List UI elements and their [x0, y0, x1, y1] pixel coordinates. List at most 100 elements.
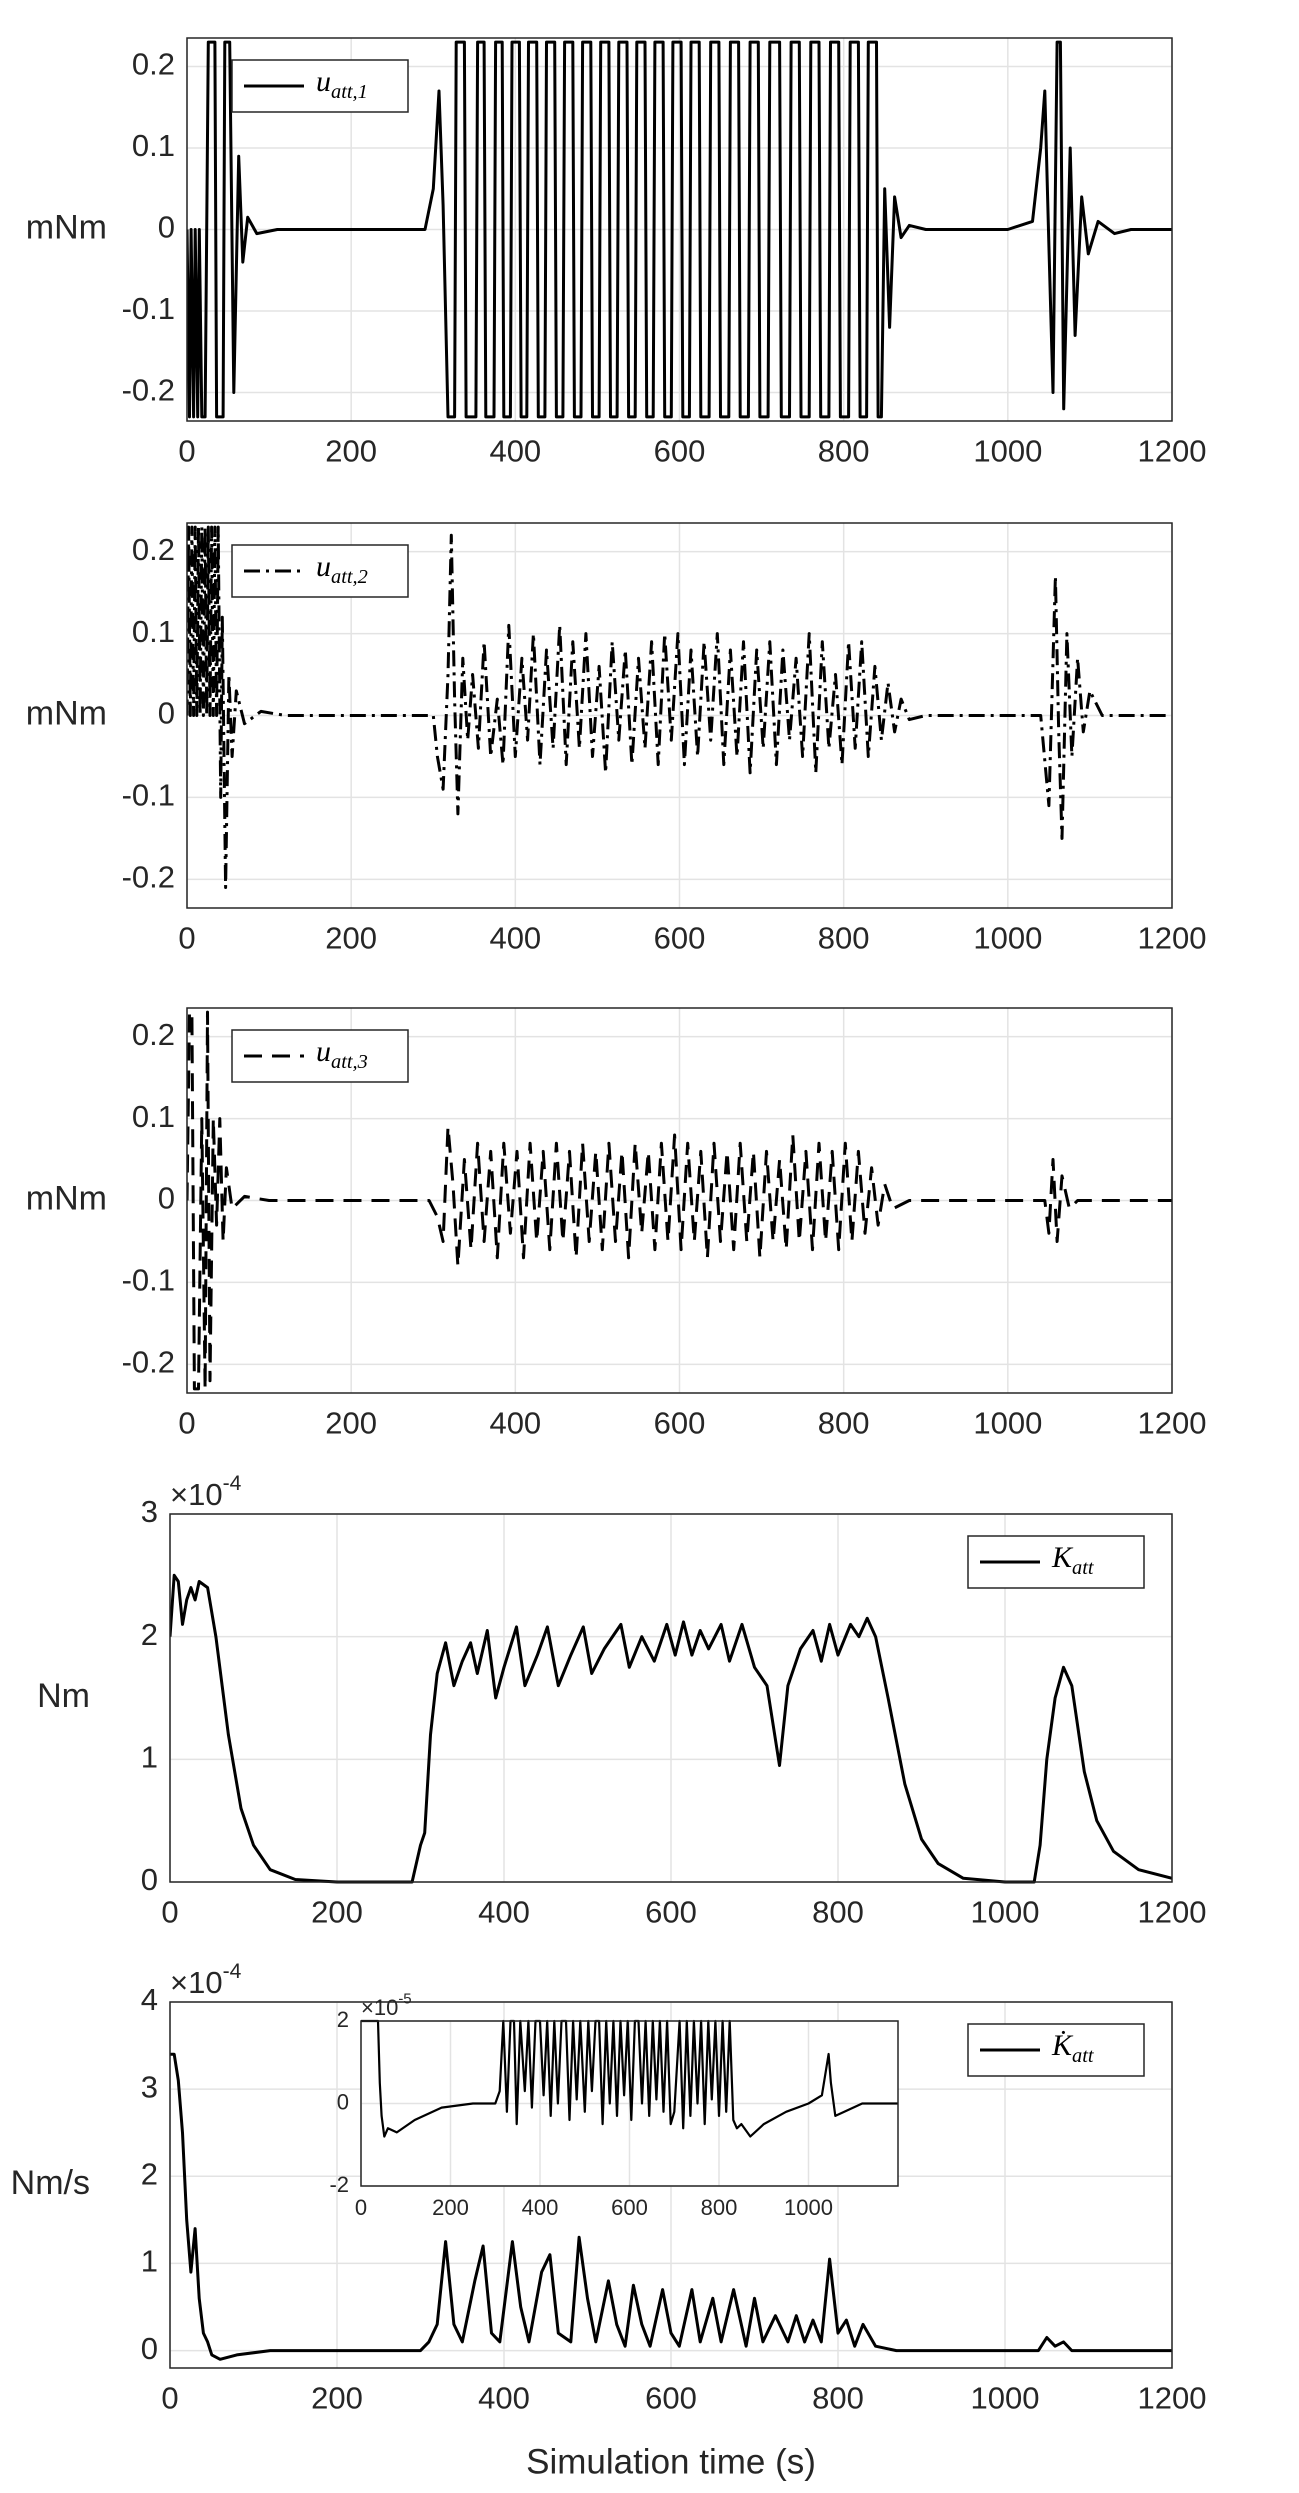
y-tick-label: -0.1 — [122, 778, 175, 813]
x-tick-label: 800 — [818, 434, 870, 469]
y-tick-label: -0.1 — [122, 291, 175, 326]
x-tick-label: 200 — [311, 2381, 363, 2416]
x-tick-label: 600 — [654, 921, 706, 956]
y-tick-label: 3 — [141, 2069, 158, 2104]
legend: uatt,2 — [231, 544, 409, 598]
x-tick-label: 800 — [818, 921, 870, 956]
series-line — [170, 1573, 1172, 1884]
series-line — [187, 40, 1172, 419]
y-tick-label: 1 — [141, 2244, 158, 2279]
panel: 0 1 2 3 0 200 400 600 800 1000 1200 Nm ×10-4 Katt — [37, 1471, 1206, 1929]
y-tick-label: 0 — [158, 1181, 175, 1216]
y-tick-label: -2 — [329, 2172, 349, 2197]
x-tick-label: 0 — [178, 1406, 195, 1441]
x-tick-label: 0 — [161, 1895, 178, 1930]
legend: uatt,3 — [231, 1029, 409, 1083]
axis-exponent: ×10-4 — [170, 1471, 242, 1512]
x-tick-label: 800 — [701, 2195, 738, 2220]
legend-label: uatt,2 — [316, 550, 368, 588]
x-tick-label: 1200 — [1138, 434, 1207, 469]
x-tick-label: 800 — [812, 1895, 864, 1930]
y-tick-label: 3 — [141, 1494, 158, 1529]
panel: -0.2 -0.1 0 0.1 0.2 0 200 400 600 800 1000 1200 mNm u… — [26, 522, 1207, 956]
x-tick-label: 400 — [478, 1895, 530, 1930]
x-tick-label: 1000 — [973, 921, 1042, 956]
legend-label: Katt — [1051, 1541, 1095, 1579]
y-tick-label: 2 — [337, 2007, 349, 2032]
x-tick-label: 800 — [818, 1406, 870, 1441]
x-tick-label: 200 — [325, 434, 377, 469]
y-tick-label: 0.1 — [132, 1099, 175, 1134]
x-tick-label: 400 — [478, 2381, 530, 2416]
x-axis-label: Simulation time (s) — [526, 2442, 816, 2481]
x-tick-label: 600 — [654, 1406, 706, 1441]
y-axis-label: mNm — [26, 1179, 107, 1217]
x-tick-label: 600 — [645, 2381, 697, 2416]
x-tick-label: 400 — [489, 1406, 541, 1441]
axes-box — [186, 1007, 1173, 1394]
y-tick-label: 0.2 — [132, 47, 175, 82]
series-line — [170, 2052, 1172, 2361]
axis-exponent: ×10-5 — [361, 1991, 412, 2020]
x-tick-label: 0 — [355, 2195, 367, 2220]
y-tick-label: 0.2 — [132, 1017, 175, 1052]
legend-label: uatt,1 — [316, 65, 368, 103]
legend: K̇att — [967, 2023, 1145, 2077]
y-tick-label: -0.2 — [122, 860, 175, 895]
y-axis-label: mNm — [26, 694, 107, 732]
x-tick-label: 400 — [489, 434, 541, 469]
x-tick-label: 600 — [645, 1895, 697, 1930]
legend: uatt,1 — [231, 59, 409, 113]
y-tick-label: 0.2 — [132, 532, 175, 567]
y-tick-label: 2 — [141, 2156, 158, 2191]
y-axis-label: mNm — [26, 208, 107, 246]
x-tick-label: 0 — [178, 921, 195, 956]
y-tick-label: 0 — [158, 696, 175, 731]
x-tick-label: 1000 — [973, 434, 1042, 469]
y-tick-label: 2 — [141, 1617, 158, 1652]
y-tick-label: 0.1 — [132, 614, 175, 649]
axes-box — [186, 37, 1173, 422]
x-tick-label: 0 — [178, 434, 195, 469]
axes-box — [169, 2001, 1173, 2369]
y-tick-label: 4 — [141, 1982, 158, 2017]
y-tick-label: -0.2 — [122, 373, 175, 408]
x-tick-label: 0 — [161, 2381, 178, 2416]
panel: -0.2 -0.1 0 0.1 0.2 0 200 400 600 800 1000 1200 mNm u… — [26, 1007, 1206, 1441]
x-tick-label: 1000 — [971, 2381, 1040, 2416]
x-tick-label: 400 — [489, 921, 541, 956]
axes-box — [186, 522, 1173, 909]
x-tick-label: 200 — [432, 2195, 469, 2220]
y-tick-label: 0 — [141, 2331, 158, 2366]
y-axis-label: Nm — [37, 1677, 90, 1715]
x-tick-label: 1000 — [784, 2195, 833, 2220]
y-tick-label: -0.2 — [122, 1345, 175, 1380]
x-tick-label: 200 — [325, 1406, 377, 1441]
y-axis-label: Nm/s — [11, 2164, 90, 2202]
x-tick-label: 200 — [311, 1895, 363, 1930]
legend-box — [231, 544, 409, 598]
legend: Katt — [967, 1535, 1145, 1589]
x-tick-label: 400 — [522, 2195, 559, 2220]
series-line — [187, 525, 1172, 889]
legend-label: K̇att — [1051, 2029, 1095, 2067]
x-tick-label: 200 — [325, 921, 377, 956]
x-tick-label: 800 — [812, 2381, 864, 2416]
axis-exponent: ×10-4 — [170, 1959, 242, 2000]
y-tick-label: 0 — [337, 2089, 349, 2114]
y-tick-label: 0 — [158, 210, 175, 245]
y-tick-label: 0 — [141, 1862, 158, 1897]
y-tick-label: 0.1 — [132, 128, 175, 163]
x-tick-label: 600 — [611, 2195, 648, 2220]
y-tick-label: -0.1 — [122, 1263, 175, 1298]
series-line — [187, 1010, 1172, 1391]
legend-label: uatt,3 — [316, 1035, 368, 1073]
x-tick-label: 1200 — [1138, 921, 1207, 956]
x-tick-label: 600 — [654, 434, 706, 469]
x-tick-label: 1000 — [971, 1895, 1040, 1930]
axes-box — [169, 1513, 1173, 1883]
panel: -0.2 -0.1 0 0.1 0.2 0 200 400 600 800 1000 1200 mNm u… — [26, 37, 1207, 469]
y-tick-label: 1 — [141, 1740, 158, 1775]
